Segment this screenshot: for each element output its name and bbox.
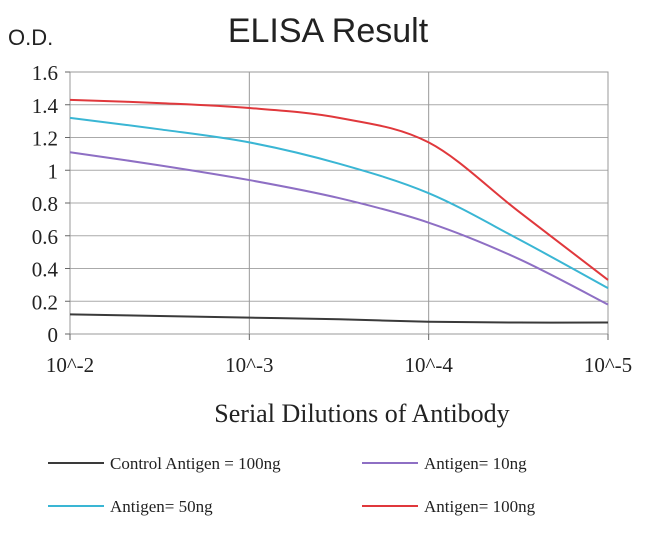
legend: Control Antigen = 100ng Antigen= 10ng Anti…: [48, 454, 536, 516]
x-axis: 10^-2 10^-3 10^-4 10^-5: [46, 334, 632, 377]
series-line-2: [69, 116, 609, 290]
y-axis: 0 0.2 0.4 0.6 0.8 1 1.2 1.4 1.6: [32, 61, 70, 347]
y-axis-label: O.D.: [8, 25, 53, 50]
legend-label-2: Antigen= 50ng: [110, 497, 213, 516]
y-tick-label: 0.8: [32, 192, 58, 216]
legend-label-0: Control Antigen = 100ng: [110, 454, 281, 473]
chart-title: ELISA Result: [228, 12, 429, 50]
y-tick-label: 0.4: [32, 258, 59, 282]
series-line-0: [69, 313, 609, 324]
series-line-3: [69, 98, 609, 281]
x-tick-label: 10^-4: [404, 353, 453, 377]
y-tick-label: 0: [48, 323, 59, 347]
x-axis-label: Serial Dilutions of Antibody: [214, 399, 509, 428]
x-tick-label: 10^-5: [584, 353, 632, 377]
x-tick-label: 10^-3: [225, 353, 273, 377]
y-tick-label: 0.6: [32, 225, 58, 249]
y-tick-label: 1.6: [32, 61, 58, 85]
legend-label-3: Antigen= 100ng: [424, 497, 536, 516]
y-tick-label: 0.2: [32, 290, 58, 314]
y-tick-label: 1: [48, 159, 59, 183]
legend-label-1: Antigen= 10ng: [424, 454, 527, 473]
y-tick-label: 1.2: [32, 127, 58, 151]
series-line-1: [69, 151, 609, 306]
series-lines: [69, 98, 609, 324]
x-tick-label: 10^-2: [46, 353, 94, 377]
grid: [69, 71, 609, 335]
y-tick-label: 1.4: [32, 94, 59, 118]
